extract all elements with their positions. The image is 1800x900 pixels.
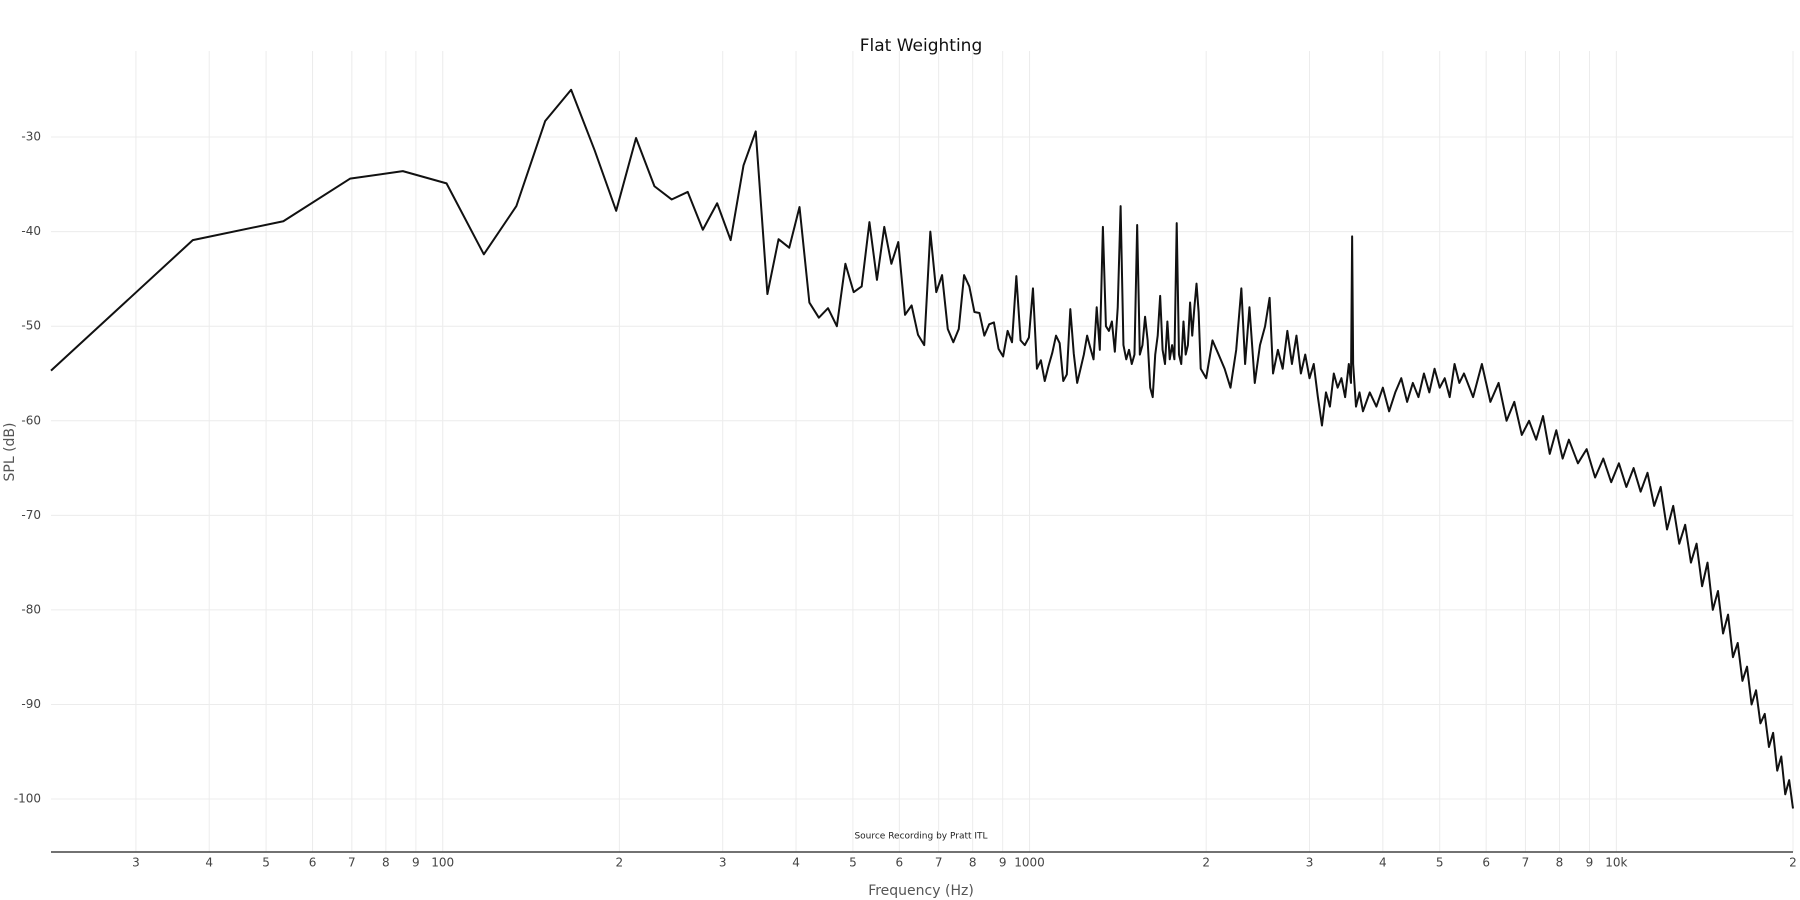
y-tick-label: -30: [21, 130, 41, 144]
x-tick-label: 9: [1586, 856, 1594, 870]
spectrum-line: [50, 88, 1794, 809]
y-axis-title: SPL (dB): [2, 423, 18, 482]
plot-area: [50, 88, 1794, 809]
x-tick-label: 8: [969, 856, 977, 870]
grid: [51, 51, 1794, 852]
x-tick-label: 100: [431, 856, 454, 870]
x-tick-label: 2: [1789, 856, 1797, 870]
x-tick-label: 6: [1482, 856, 1490, 870]
x-tick-label: 7: [935, 856, 943, 870]
x-tick-label: 1000: [1014, 856, 1045, 870]
x-tick-label: 5: [1436, 856, 1444, 870]
x-tick-label: 10k: [1605, 856, 1627, 870]
x-tick-label: 7: [348, 856, 356, 870]
x-tick-label: 5: [849, 856, 857, 870]
y-tick-label: -70: [21, 508, 41, 522]
x-tick-label: 3: [1306, 856, 1314, 870]
x-tick-label: 6: [896, 856, 904, 870]
x-tick-label: 5: [262, 856, 270, 870]
x-tick-label: 9: [999, 856, 1007, 870]
y-tick-label: -60: [21, 413, 41, 427]
x-tick-label: 8: [382, 856, 390, 870]
y-tick-label: -40: [21, 224, 41, 238]
y-tick-label: -80: [21, 602, 41, 616]
x-tick-label: 4: [1379, 856, 1387, 870]
x-tick-label: 4: [792, 856, 800, 870]
x-tick-label: 6: [309, 856, 317, 870]
y-tick-label: -50: [21, 319, 41, 333]
chart-title: Flat Weighting: [860, 36, 983, 56]
x-tick-label: 3: [132, 856, 140, 870]
x-tick-label: 8: [1556, 856, 1564, 870]
annotation: Source Recording by Pratt ITL: [854, 832, 987, 842]
x-tick-label: 7: [1522, 856, 1530, 870]
x-tick-label: 2: [616, 856, 624, 870]
y-tick-label: -90: [21, 697, 41, 711]
x-tick-label: 2: [1202, 856, 1210, 870]
x-tick-label: 4: [205, 856, 213, 870]
y-tick-label: -100: [14, 792, 41, 806]
x-axis-title: Frequency (Hz): [868, 883, 974, 899]
x-tick-label: 9: [412, 856, 420, 870]
x-tick-label: 3: [719, 856, 727, 870]
